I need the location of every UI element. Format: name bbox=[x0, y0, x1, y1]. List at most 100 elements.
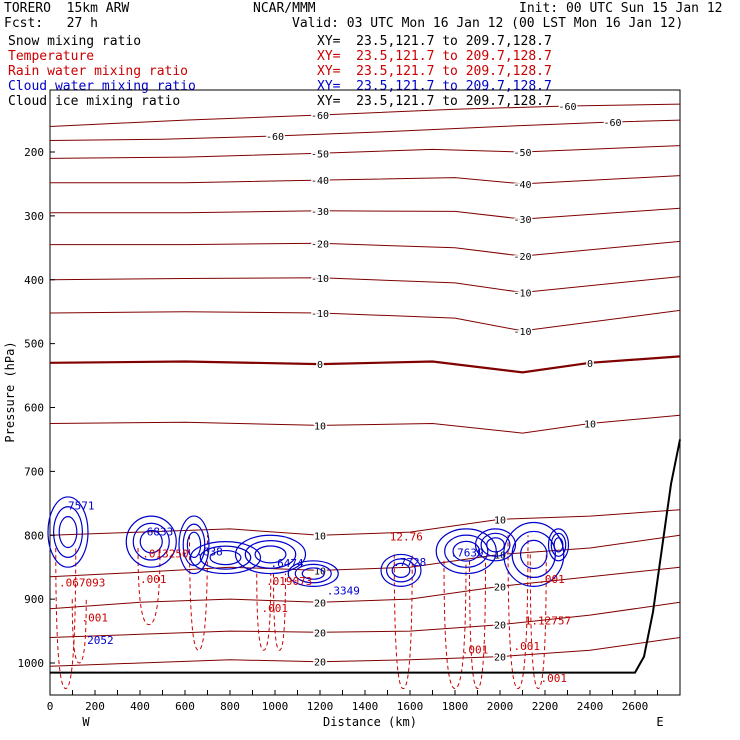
data-label: .001 bbox=[82, 611, 109, 624]
cloud-water-contour bbox=[486, 537, 505, 553]
rain-contour bbox=[256, 573, 272, 651]
cloud-water-contour bbox=[139, 529, 163, 554]
temperature-contour bbox=[50, 240, 681, 257]
temperature-contour bbox=[49, 309, 681, 332]
data-label: .013250 bbox=[142, 548, 188, 561]
cloud-water-contour bbox=[132, 522, 170, 561]
contour-label: -30 bbox=[311, 207, 329, 218]
data-label: .067093 bbox=[59, 576, 105, 589]
cloud-water-contour bbox=[380, 553, 422, 587]
contour-label: -30 bbox=[513, 215, 531, 226]
contour-label: -60 bbox=[558, 102, 576, 113]
temperature-contour bbox=[49, 355, 681, 374]
cloud-water-contour bbox=[519, 539, 548, 570]
data-label: 1.12757 bbox=[525, 615, 571, 628]
rain-contour bbox=[507, 535, 529, 690]
x-tick-label: 1800 bbox=[442, 700, 469, 713]
cloud-water-contour bbox=[125, 515, 177, 568]
rain-contour bbox=[137, 548, 161, 626]
contour-label: -60 bbox=[266, 132, 284, 143]
y-tick-label: 200 bbox=[24, 146, 44, 159]
forecast-hour: Fcst: 27 h bbox=[4, 16, 98, 31]
cloud-water-contour bbox=[209, 549, 242, 566]
cloud-water-contour bbox=[189, 541, 262, 575]
legend-cloud-ice-xy: XY= 23.5,121.7 to 209.7,128.7 bbox=[317, 94, 552, 109]
east-label: E bbox=[656, 715, 663, 729]
contour-label: 20 bbox=[314, 598, 326, 609]
terrain-line bbox=[50, 439, 681, 674]
x-tick-label: 600 bbox=[175, 700, 195, 713]
temperature-contour bbox=[49, 103, 681, 127]
cloud-water-contour bbox=[186, 531, 202, 559]
cloud-water-contour bbox=[553, 537, 564, 553]
contour-label: 20 bbox=[494, 621, 506, 632]
rain-contour bbox=[443, 560, 467, 690]
rain-contour bbox=[393, 554, 413, 690]
data-label: .001 bbox=[538, 573, 565, 586]
x-tick-label: 2200 bbox=[532, 700, 559, 713]
contour-label: -20 bbox=[311, 239, 329, 250]
contour-label: -50 bbox=[513, 148, 531, 159]
x-tick-label: 2000 bbox=[487, 700, 514, 713]
contour-label: -50 bbox=[311, 149, 329, 160]
cloud-water-contour bbox=[474, 528, 517, 562]
x-tick-label: 1000 bbox=[262, 700, 289, 713]
x-tick-label: 1400 bbox=[352, 700, 379, 713]
contour-label: -10 bbox=[311, 274, 329, 285]
cloud-water-contour bbox=[234, 534, 307, 575]
temperature-contour bbox=[49, 601, 681, 638]
data-label: .001 bbox=[462, 643, 489, 656]
data-label: 6833 bbox=[147, 525, 174, 538]
x-tick-label: 2400 bbox=[577, 700, 604, 713]
valid-time: Valid: 03 UTC Mon 16 Jan 12 (00 LST Mon … bbox=[292, 16, 684, 31]
cloud-water-contour bbox=[391, 562, 411, 579]
legend-temperature-xy: XY= 23.5,121.7 to 209.7,128.7 bbox=[317, 49, 552, 64]
contour-label: 0 bbox=[317, 360, 323, 371]
rain-contour bbox=[529, 554, 547, 690]
model-name: TORERO 15km ARW bbox=[4, 1, 130, 16]
legend-snow-xy: XY= 23.5,121.7 to 209.7,128.7 bbox=[317, 34, 552, 49]
temperature-contour bbox=[49, 637, 681, 667]
axes: 0 200 400 600 800 1000 1200 1400 1600 1800 2000 220… bbox=[18, 146, 658, 713]
x-tick-label: 200 bbox=[85, 700, 105, 713]
contour-label: -60 bbox=[603, 118, 621, 129]
cloud-water-contour bbox=[301, 567, 325, 580]
cloud-water-contour bbox=[550, 532, 567, 557]
temperature-contour bbox=[49, 414, 681, 434]
contour-label: 20 bbox=[494, 653, 506, 664]
data-label: .001 bbox=[514, 640, 541, 653]
legend-snow: Snow mixing ratio bbox=[8, 34, 142, 49]
rain-contour bbox=[55, 548, 77, 690]
contour-label: -10 bbox=[311, 309, 329, 320]
temperature-contour bbox=[50, 175, 681, 185]
x-tick-label: 1200 bbox=[307, 700, 334, 713]
org-name: NCAR/MMM bbox=[253, 1, 316, 16]
data-label: .6474 bbox=[271, 557, 304, 570]
contour-label: -40 bbox=[513, 180, 531, 191]
legend-temperature: Temperature bbox=[8, 49, 95, 64]
y-tick-label: 300 bbox=[24, 210, 44, 223]
cloud-water-contour bbox=[480, 532, 511, 557]
cloud-water-contour bbox=[435, 528, 497, 575]
data-label: 12.76 bbox=[390, 530, 423, 543]
rain-contour bbox=[71, 599, 87, 664]
y-tick-label: 1000 bbox=[18, 657, 45, 670]
legend-rain-xy: XY= 23.5,121.7 to 209.7,128.7 bbox=[317, 64, 552, 79]
cloud-water-contour bbox=[503, 521, 565, 587]
contour-label: 20 bbox=[494, 582, 506, 593]
cloud-water-contour bbox=[199, 545, 252, 570]
temperature-contour bbox=[50, 207, 681, 220]
y-tick-label: 900 bbox=[24, 593, 44, 606]
data-label: .019073 bbox=[266, 575, 312, 588]
legend-cloud-ice: Cloud ice mixing ratio bbox=[8, 94, 181, 109]
contour-label: 10 bbox=[314, 421, 326, 432]
rain-contour bbox=[189, 535, 208, 651]
x-tick-label: 800 bbox=[220, 700, 240, 713]
data-label: .3349 bbox=[327, 585, 360, 598]
data-labels: 7571 6833 .013250 .638 .6474 .019073 .3349 12.7… bbox=[59, 500, 571, 685]
cloud-water-contour bbox=[58, 515, 78, 549]
cloud-water-contour bbox=[244, 540, 297, 569]
temperature-contour bbox=[49, 276, 681, 294]
cloud-water-contour bbox=[178, 515, 210, 575]
contour-label: 0 bbox=[587, 359, 593, 370]
